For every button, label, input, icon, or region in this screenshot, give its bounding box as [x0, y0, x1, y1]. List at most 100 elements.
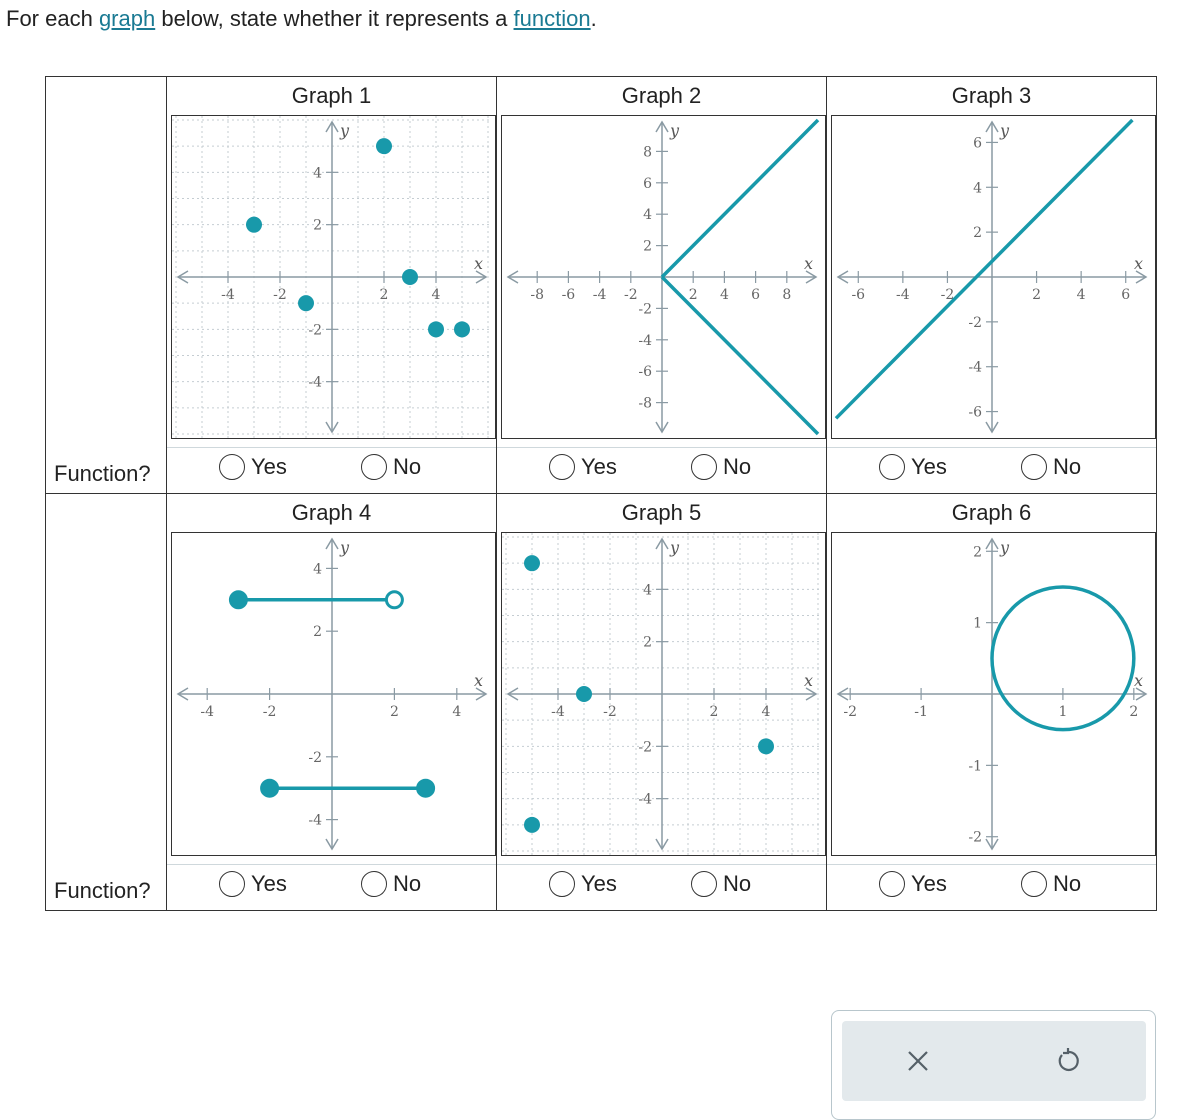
yes-label: Yes — [911, 871, 947, 896]
x-tick-label: 1 — [1058, 704, 1067, 720]
clear-button[interactable] — [900, 1043, 936, 1079]
radio-icon[interactable] — [879, 454, 905, 480]
radio-icon[interactable] — [361, 454, 387, 480]
prompt: For each graph below, state whether it r… — [6, 6, 597, 31]
x-tick-label: 2 — [380, 287, 389, 303]
data-point — [376, 138, 392, 155]
radio-icon[interactable] — [1021, 454, 1047, 480]
x-tick-label: 4 — [720, 287, 729, 303]
y-axis-arrow-down — [655, 421, 669, 434]
function-label: Function? — [54, 461, 151, 486]
closed-endpoint — [416, 778, 436, 798]
radio-icon[interactable] — [1021, 871, 1047, 897]
data-point — [524, 555, 540, 572]
y-tick-label: -1 — [968, 758, 982, 774]
no-label: No — [1053, 871, 1082, 896]
no-option-graph-4[interactable]: No — [361, 871, 421, 897]
y-tick-label: 2 — [973, 225, 982, 241]
graph-2-svg: x y -8 -6 -4 -2 2 4 6 8 -8 -6 -4 -2 2 4 6 8 — [506, 118, 820, 436]
y-axis-arrow-up — [325, 120, 339, 133]
x-axis-arrow-right — [805, 687, 818, 701]
graph-2-plot: x y -8 -6 -4 -2 2 4 6 8 -8 -6 -4 -2 2 4 6 8 — [501, 115, 826, 439]
graph-circle — [990, 585, 1136, 732]
y-tick-label: 2 — [313, 218, 322, 234]
y-axis-arrow-down — [655, 838, 669, 851]
yes-option-graph-2[interactable]: Yes — [549, 454, 617, 480]
x-axis-arrow-right — [805, 270, 818, 284]
data-point — [758, 738, 774, 755]
radio-icon[interactable] — [879, 871, 905, 897]
answer-choices-graph-5: Yes No — [497, 864, 826, 910]
no-option-graph-3[interactable]: No — [1021, 454, 1081, 480]
graph-title: Graph 5 — [621, 500, 702, 525]
function-link[interactable]: function — [513, 6, 591, 31]
row-label-cell: Function? — [45, 493, 167, 911]
radio-icon[interactable] — [361, 871, 387, 897]
y-tick-label: -4 — [308, 813, 322, 829]
graph-table: Function? Graph 1 x y -4 -2 2 4 -4 -2 2 4 Yes No … — [45, 76, 1157, 911]
y-axis-arrow-up — [655, 537, 669, 550]
graph-title: Graph 3 — [951, 83, 1032, 108]
y-axis-label: y — [669, 121, 680, 140]
graph-cell-1: Graph 1 x y -4 -2 2 4 -4 -2 2 4 Yes No — [166, 76, 497, 494]
yes-option-graph-5[interactable]: Yes — [549, 871, 617, 897]
no-option-graph-1[interactable]: No — [361, 454, 421, 480]
yes-label: Yes — [251, 454, 287, 479]
no-label: No — [393, 454, 422, 479]
x-tick-label: 2 — [710, 704, 719, 720]
y-tick-label: -4 — [638, 333, 652, 349]
close-x-icon — [908, 1051, 928, 1071]
no-option-graph-5[interactable]: No — [691, 871, 751, 897]
radio-icon[interactable] — [219, 454, 245, 480]
x-axis-label: x — [804, 254, 813, 273]
y-tick-label: 6 — [643, 176, 652, 192]
graph-cell-6: Graph 6 x y -2 -1 1 2 -2 -1 1 2 Yes No — [826, 493, 1157, 911]
x-tick-label: 6 — [1121, 287, 1130, 303]
radio-icon[interactable] — [549, 454, 575, 480]
y-tick-label: 2 — [973, 544, 982, 560]
y-axis-arrow-up — [655, 120, 669, 133]
x-tick-label: 2 — [689, 287, 698, 303]
no-label: No — [723, 871, 752, 896]
no-option-graph-6[interactable]: No — [1021, 871, 1081, 897]
radio-icon[interactable] — [549, 871, 575, 897]
x-tick-label: -8 — [530, 287, 544, 303]
x-axis-arrow-left — [506, 270, 519, 284]
no-option-graph-2[interactable]: No — [691, 454, 751, 480]
no-label: No — [1053, 454, 1082, 479]
x-tick-label: 2 — [1032, 287, 1041, 303]
y-tick-label: 6 — [973, 135, 982, 151]
x-axis-label: x — [474, 254, 483, 273]
x-tick-label: 4 — [452, 704, 461, 720]
yes-option-graph-4[interactable]: Yes — [219, 871, 287, 897]
y-tick-label: -2 — [638, 739, 652, 755]
radio-icon[interactable] — [691, 871, 717, 897]
y-tick-label: -2 — [308, 322, 322, 338]
x-axis-label: x — [804, 671, 813, 690]
y-tick-label: 4 — [643, 207, 652, 223]
x-tick-label: -2 — [603, 704, 617, 720]
undo-button[interactable] — [1050, 1043, 1086, 1079]
y-axis-arrow-up — [325, 537, 339, 550]
y-tick-label: 2 — [313, 624, 322, 640]
x-tick-label: -4 — [551, 704, 565, 720]
radio-icon[interactable] — [219, 871, 245, 897]
closed-endpoint — [260, 778, 280, 798]
no-label: No — [723, 454, 752, 479]
data-point — [298, 295, 314, 312]
y-tick-label: -4 — [968, 360, 982, 376]
graph-link[interactable]: graph — [98, 6, 156, 31]
x-axis-arrow-right — [475, 687, 488, 701]
x-axis-arrow-left — [176, 687, 189, 701]
yes-option-graph-1[interactable]: Yes — [219, 454, 287, 480]
yes-option-graph-3[interactable]: Yes — [879, 454, 947, 480]
yes-label: Yes — [251, 871, 287, 896]
x-tick-label: -4 — [200, 704, 214, 720]
x-axis-arrow-left — [836, 687, 849, 701]
x-axis-arrow-left — [506, 687, 519, 701]
graph-1-svg: x y -4 -2 2 4 -4 -2 2 4 — [172, 116, 492, 438]
yes-option-graph-6[interactable]: Yes — [879, 871, 947, 897]
y-tick-label: -2 — [968, 315, 982, 331]
radio-icon[interactable] — [691, 454, 717, 480]
graph-line — [660, 118, 820, 279]
